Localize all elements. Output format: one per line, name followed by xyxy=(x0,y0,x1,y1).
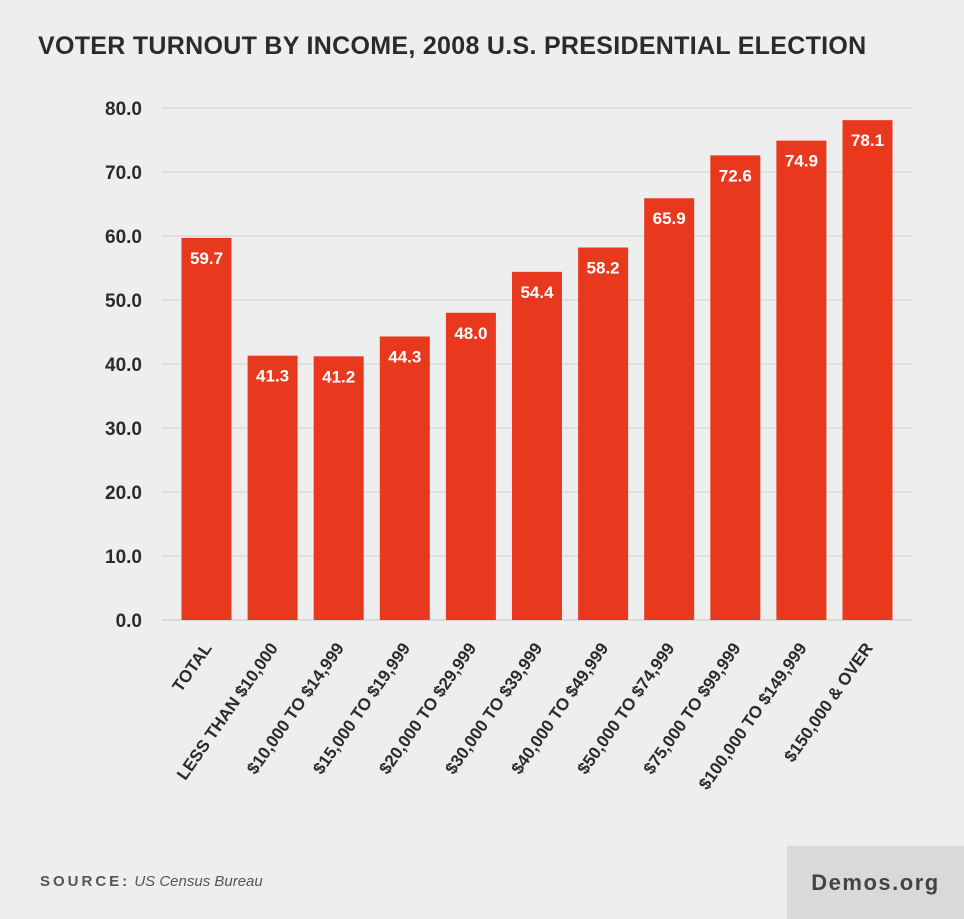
bar xyxy=(776,140,827,620)
bars xyxy=(181,120,893,621)
bar xyxy=(644,198,695,621)
bar-value-label: 78.1 xyxy=(851,131,884,150)
bar xyxy=(445,312,496,620)
bar-value-label: 41.3 xyxy=(256,367,289,386)
y-tick-label: 30.0 xyxy=(105,419,142,440)
bar-value-label: 41.2 xyxy=(322,367,355,386)
brand-box[interactable]: Demos.org xyxy=(787,846,964,919)
brand-logo-text: Demos.org xyxy=(811,869,940,895)
bar-value-label: 58.2 xyxy=(587,259,620,278)
y-tick-label: 60.0 xyxy=(105,227,142,248)
y-tick-label: 80.0 xyxy=(105,99,142,120)
bar xyxy=(578,247,629,620)
bar xyxy=(247,355,298,620)
y-tick-label: 10.0 xyxy=(105,547,142,568)
bar xyxy=(313,356,364,620)
source-text: US Census Bureau xyxy=(134,873,263,890)
y-tick-label: 0.0 xyxy=(116,611,142,632)
bar-value-label: 59.7 xyxy=(190,249,223,268)
value-labels: 59.7 41.3 41.2 44.3 48.0 54.4 58.2 65.9 72.6 74.9… xyxy=(190,131,884,386)
source-note: SOURCE: US Census Bureau xyxy=(40,873,263,890)
y-axis-ticks: 0.0 10.0 20.0 30.0 40.0 50.0 60.0 70.0 80.0 xyxy=(105,99,142,632)
bar xyxy=(842,120,893,620)
bar-value-label: 54.4 xyxy=(520,283,554,302)
bar xyxy=(379,336,430,620)
chart-title: VOTER TURNOUT BY INCOME, 2008 U.S. PRESI… xyxy=(38,32,867,60)
x-tick-label: TOTAL xyxy=(169,639,216,695)
y-tick-label: 70.0 xyxy=(105,163,142,184)
bar xyxy=(710,155,761,621)
y-tick-label: 40.0 xyxy=(105,355,142,376)
bar xyxy=(181,237,232,621)
bar xyxy=(512,271,562,620)
y-tick-label: 50.0 xyxy=(105,291,142,312)
bar-value-label: 74.9 xyxy=(785,152,818,171)
bar-value-label: 72.6 xyxy=(719,166,752,185)
bar-value-label: 48.0 xyxy=(454,324,487,343)
y-tick-label: 20.0 xyxy=(105,483,142,504)
bar-value-label: 44.3 xyxy=(388,347,421,366)
bar-value-label: 65.9 xyxy=(653,209,686,228)
source-label: SOURCE: xyxy=(40,873,131,890)
